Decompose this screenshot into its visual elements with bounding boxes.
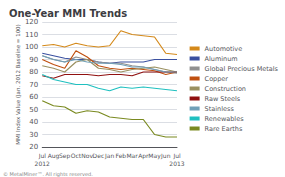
svg-text:Aluminum: Aluminum	[205, 55, 238, 63]
svg-text:One-Year MMI Trends: One-Year MMI Trends	[9, 8, 127, 19]
svg-text:Global Precious Metals: Global Precious Metals	[205, 65, 279, 73]
svg-text:MMI Index Value (Jan. 2012 Bas: MMI Index Value (Jan. 2012 Baseline = 10…	[15, 24, 22, 145]
svg-text:90: 90	[29, 56, 38, 64]
svg-text:70: 70	[29, 81, 38, 89]
svg-text:120: 120	[25, 18, 38, 26]
svg-text:Jul: Jul	[38, 152, 47, 160]
svg-text:Dec: Dec	[93, 152, 105, 159]
svg-text:100: 100	[25, 43, 38, 51]
svg-text:80: 80	[29, 68, 38, 76]
svg-text:Stainless: Stainless	[205, 105, 235, 113]
svg-text:Jun: Jun	[160, 152, 171, 160]
svg-text:Jul: Jul	[172, 152, 181, 160]
svg-text:Apr: Apr	[138, 151, 149, 159]
svg-text:Construction: Construction	[205, 85, 246, 93]
svg-text:May: May	[148, 152, 161, 160]
svg-text:Jan: Jan	[104, 152, 114, 160]
svg-text:Copper: Copper	[205, 75, 229, 83]
svg-text:30: 30	[29, 131, 38, 139]
svg-text:Automotive: Automotive	[205, 45, 243, 53]
svg-text:Renewables: Renewables	[205, 115, 245, 123]
svg-text:Nov: Nov	[81, 151, 93, 159]
svg-text:Aug: Aug	[48, 152, 60, 160]
svg-text:Raw Steels: Raw Steels	[205, 95, 241, 103]
svg-text:Feb: Feb	[116, 152, 127, 159]
svg-text:2013: 2013	[169, 160, 184, 167]
svg-text:110: 110	[25, 31, 38, 39]
svg-text:Mar: Mar	[126, 152, 138, 159]
svg-text:Sep: Sep	[59, 152, 71, 160]
svg-text:Rare Earths: Rare Earths	[205, 125, 243, 133]
svg-text:50: 50	[29, 106, 38, 114]
svg-text:Oct: Oct	[71, 152, 82, 159]
svg-text:20: 20	[29, 143, 38, 151]
svg-text:2012: 2012	[35, 160, 50, 167]
svg-text:40: 40	[29, 118, 38, 126]
svg-text:© MetalMiner™. All rights rese: © MetalMiner™. All rights reserved.	[3, 171, 93, 177]
svg-text:60: 60	[29, 93, 38, 101]
